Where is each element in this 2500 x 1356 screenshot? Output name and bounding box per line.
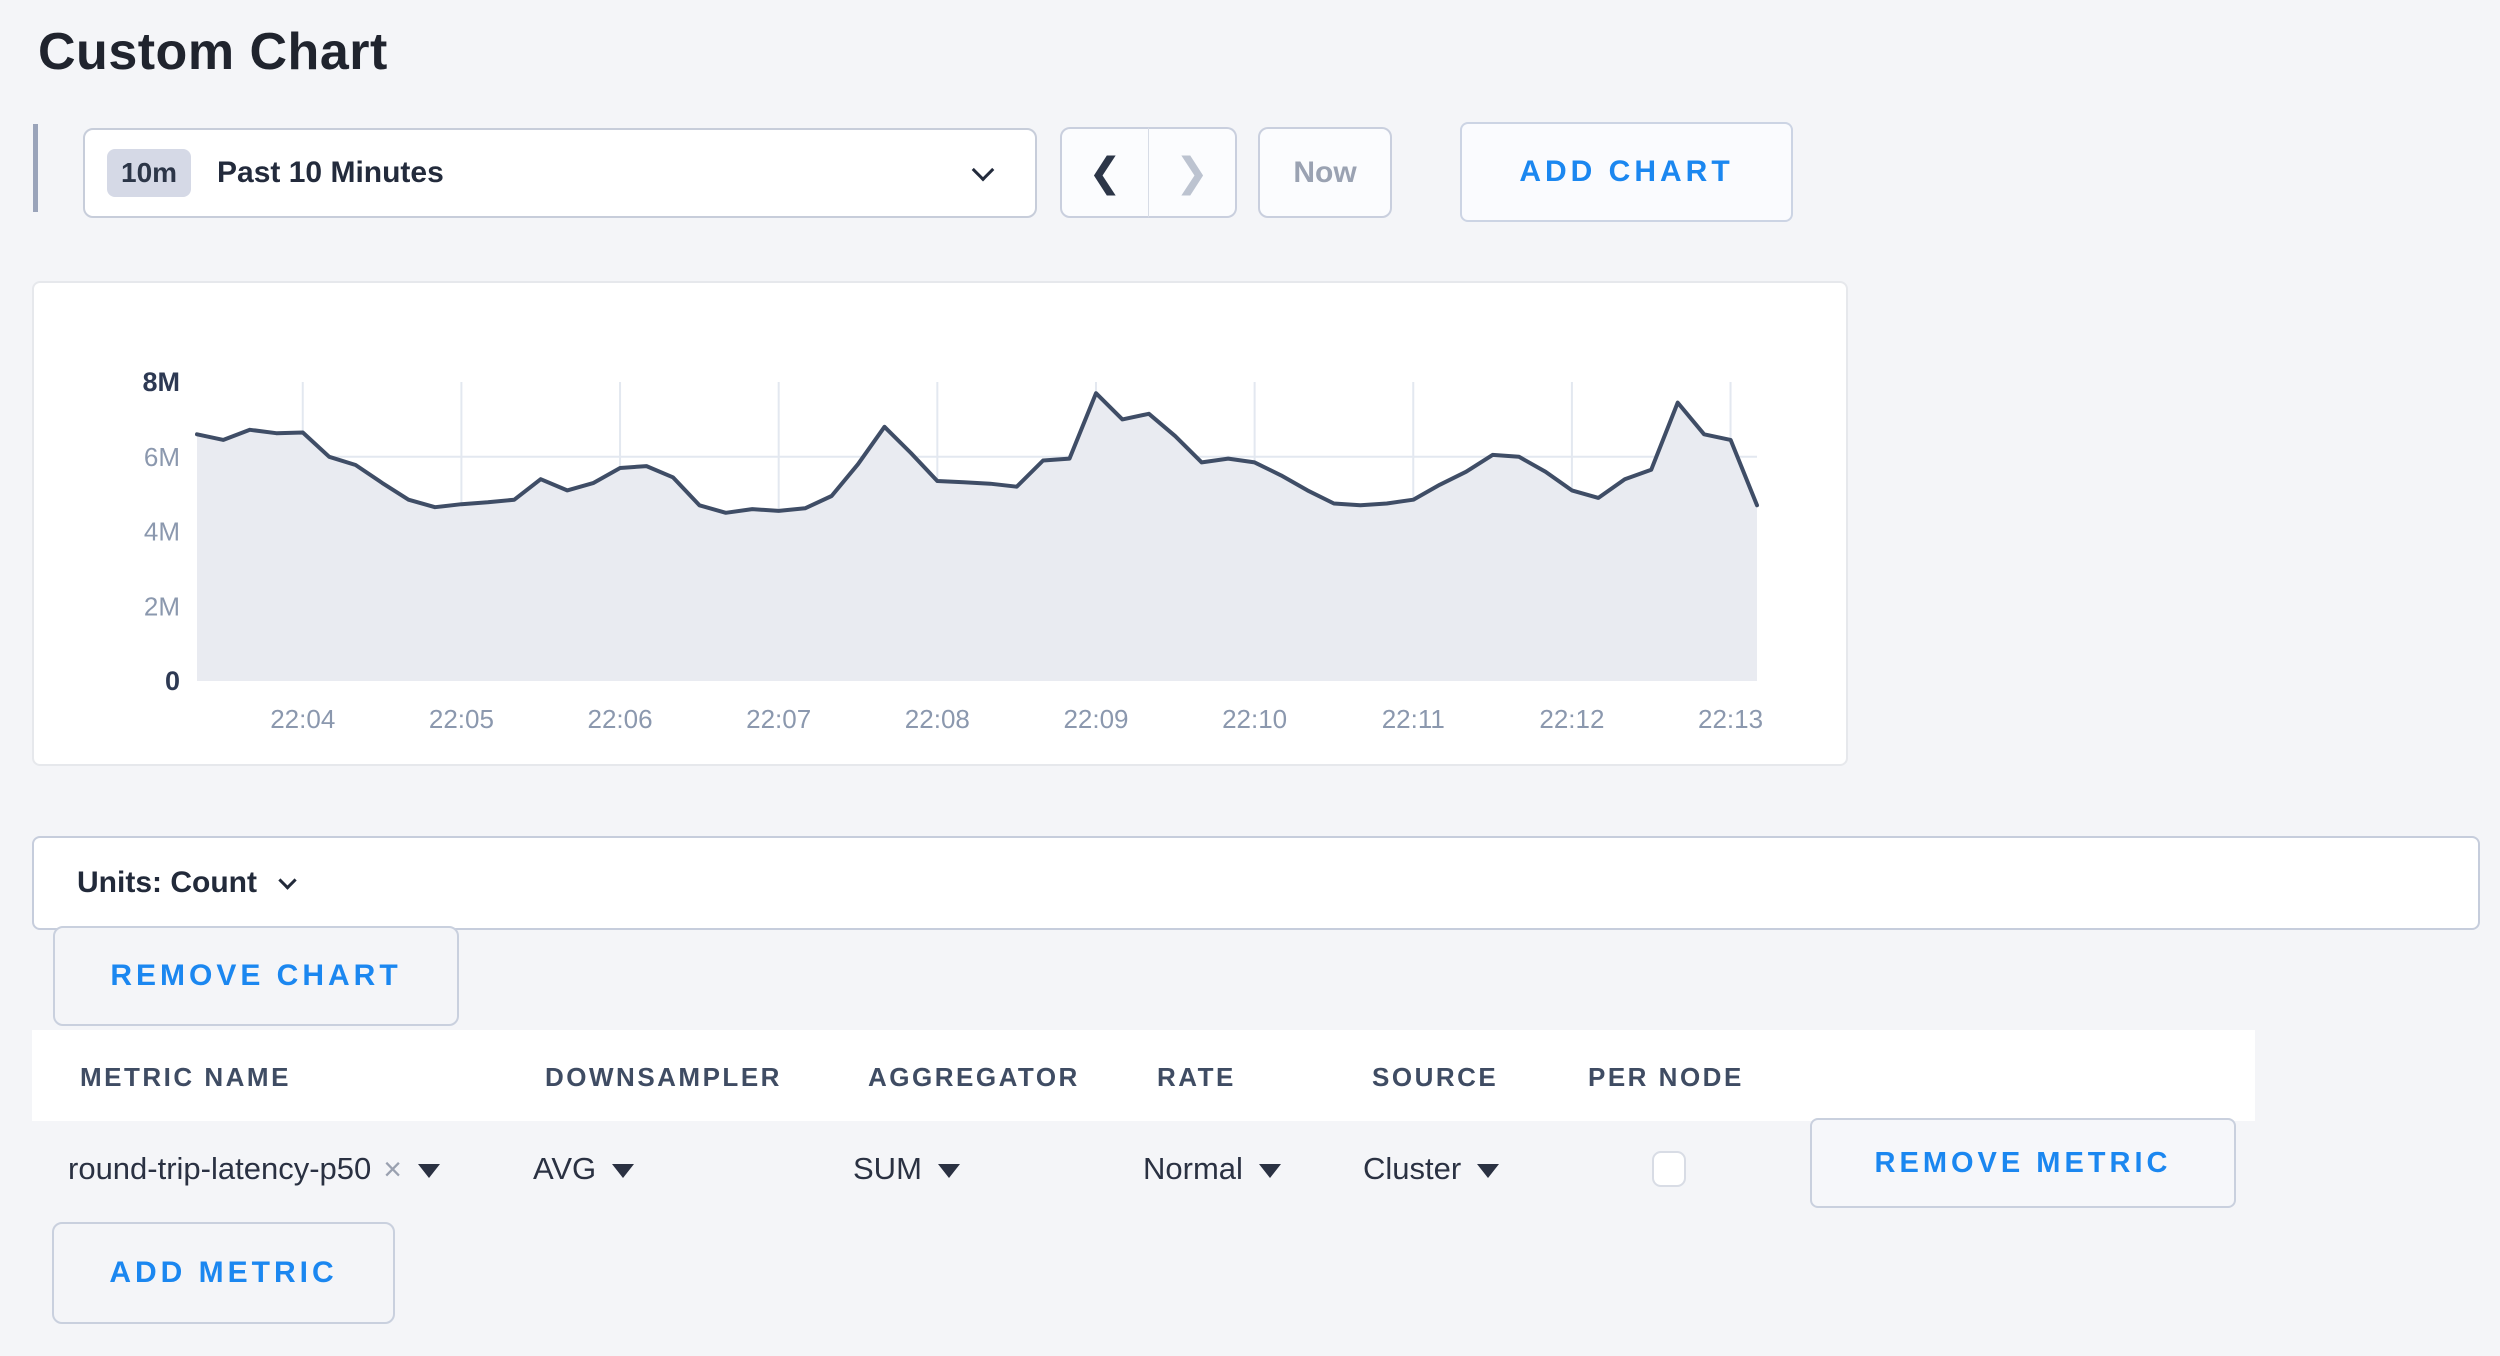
source-select[interactable]: Cluster <box>1363 1121 1500 1217</box>
svg-text:22:10: 22:10 <box>1222 704 1287 734</box>
timeframe-select[interactable]: 10m Past 10 Minutes <box>83 128 1037 218</box>
timeframe-label: Past 10 Minutes <box>217 156 444 189</box>
units-select[interactable]: Units: Count <box>32 836 2480 930</box>
downsampler-value: AVG <box>533 1151 597 1186</box>
add-chart-button[interactable]: ADD CHART <box>1460 122 1793 222</box>
svg-text:6M: 6M <box>144 442 180 472</box>
svg-text:22:13: 22:13 <box>1698 704 1763 734</box>
time-prev-button[interactable]: ❮ <box>1060 127 1150 218</box>
caret-down-icon <box>937 1164 960 1178</box>
caret-down-icon <box>1477 1164 1500 1178</box>
svg-text:22:05: 22:05 <box>429 704 494 734</box>
column-header-rate: RATE <box>1157 1062 1236 1092</box>
column-header-source: SOURCE <box>1372 1062 1499 1092</box>
page-title: Custom Chart <box>38 23 388 81</box>
caret-down-icon <box>417 1164 440 1178</box>
rate-select[interactable]: Normal <box>1143 1121 1281 1217</box>
metric-table-header: METRIC NAME DOWNSAMPLER AGGREGATOR RATE … <box>32 1030 2255 1121</box>
rate-value: Normal <box>1143 1151 1243 1186</box>
svg-text:22:06: 22:06 <box>588 704 653 734</box>
column-header-per-node: PER NODE <box>1588 1062 1744 1092</box>
aggregator-value: SUM <box>853 1151 922 1186</box>
column-header-metric-name: METRIC NAME <box>80 1062 291 1092</box>
remove-metric-button[interactable]: REMOVE METRIC <box>1810 1118 2236 1208</box>
metric-table-row: round-trip-latency-p50 × AVG SUM Normal … <box>32 1118 2480 1217</box>
chevron-right-icon: ❯ <box>1175 149 1209 196</box>
caret-down-icon <box>612 1164 635 1178</box>
svg-text:22:07: 22:07 <box>746 704 811 734</box>
now-button[interactable]: Now <box>1258 127 1392 218</box>
metric-name-value: round-trip-latency-p50 <box>68 1151 372 1186</box>
svg-text:22:08: 22:08 <box>905 704 970 734</box>
svg-text:2M: 2M <box>144 591 180 621</box>
source-value: Cluster <box>1363 1151 1462 1186</box>
timeframe-badge: 10m <box>107 149 192 197</box>
svg-text:22:11: 22:11 <box>1382 704 1445 734</box>
metric-name-select[interactable]: round-trip-latency-p50 × <box>68 1121 440 1217</box>
latency-chart-svg: 8M 6M 4M 2M 0 22:04 22:05 22:06 22:07 22:08 22:09 2… <box>142 367 1763 734</box>
svg-text:22:04: 22:04 <box>270 704 335 734</box>
downsampler-select[interactable]: AVG <box>533 1121 635 1217</box>
add-metric-button[interactable]: ADD METRIC <box>52 1222 395 1324</box>
column-header-downsampler: DOWNSAMPLER <box>545 1062 782 1092</box>
units-label: Units: Count <box>77 866 257 899</box>
svg-text:8M: 8M <box>142 367 180 397</box>
aggregator-select[interactable]: SUM <box>853 1121 960 1217</box>
chevron-left-icon: ❮ <box>1088 149 1122 196</box>
caret-down-icon <box>1258 1164 1281 1178</box>
svg-text:0: 0 <box>165 666 180 696</box>
chevron-down-icon <box>971 158 995 182</box>
clear-metric-icon[interactable]: × <box>383 1150 402 1187</box>
svg-text:22:09: 22:09 <box>1063 704 1128 734</box>
chart-card: 8M 6M 4M 2M 0 22:04 22:05 22:06 22:07 22:08 22:09 2… <box>32 281 1848 766</box>
time-next-button[interactable]: ❯ <box>1148 127 1237 218</box>
now-button-label: Now <box>1293 155 1357 189</box>
svg-text:4M: 4M <box>144 517 180 547</box>
remove-chart-button[interactable]: REMOVE CHART <box>53 926 459 1026</box>
accent-bar <box>33 124 38 212</box>
svg-text:22:12: 22:12 <box>1539 704 1604 734</box>
column-header-aggregator: AGGREGATOR <box>868 1062 1080 1092</box>
chevron-down-icon <box>278 870 297 890</box>
per-node-checkbox[interactable] <box>1652 1151 1686 1187</box>
